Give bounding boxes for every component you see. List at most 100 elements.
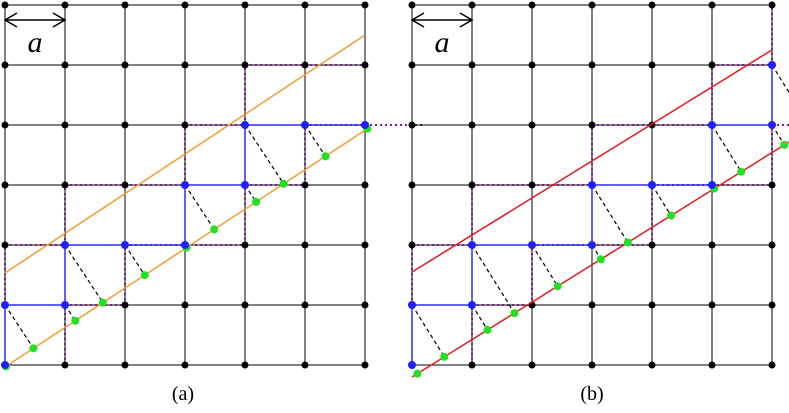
caption: (a)	[172, 383, 194, 405]
lattice-point	[468, 61, 476, 69]
lattice-point	[241, 61, 249, 69]
lattice-point	[708, 301, 716, 309]
cut-line	[4, 34, 366, 274]
lattice-point	[408, 121, 416, 129]
projected-point	[252, 197, 261, 206]
lattice-point	[121, 1, 129, 9]
staircase	[411, 65, 773, 365]
staircase-point	[468, 301, 476, 309]
lattice-point	[1, 1, 9, 9]
lattice-point	[648, 1, 656, 9]
staircase-point	[468, 241, 476, 249]
lattice-point	[121, 121, 129, 129]
staircase-point	[768, 121, 776, 129]
lattice-point	[588, 1, 596, 9]
lattice-point	[588, 361, 596, 369]
lattice-point	[301, 361, 309, 369]
lattice-point	[181, 61, 189, 69]
lattice-point	[648, 61, 656, 69]
lattice-point	[588, 301, 596, 309]
staircase-point	[61, 241, 69, 249]
staircase-point	[588, 181, 596, 189]
lattice-point	[241, 301, 249, 309]
projected-point	[667, 211, 676, 220]
lattice-point	[768, 181, 776, 189]
projected-point	[98, 298, 107, 307]
lattice-point	[61, 121, 69, 129]
lattice-point	[121, 361, 129, 369]
lattice-point	[121, 181, 129, 189]
lattice-point	[121, 301, 129, 309]
lattice-point	[768, 301, 776, 309]
lattice-point	[768, 1, 776, 9]
lattice-point	[361, 61, 369, 69]
staircase-point	[121, 241, 129, 249]
staircase-point	[588, 241, 596, 249]
lattice-point	[408, 61, 416, 69]
projected-point	[737, 167, 746, 176]
projected-point	[140, 271, 149, 280]
lattice-point	[708, 361, 716, 369]
projection	[711, 124, 742, 173]
lattice-point	[61, 181, 69, 189]
lattice-point	[468, 361, 476, 369]
lattice-point	[528, 121, 536, 129]
projected-point	[413, 369, 422, 378]
lattice-point	[361, 1, 369, 9]
projected-point	[510, 309, 519, 318]
caption: (b)	[580, 383, 603, 405]
lattice-point	[528, 181, 536, 189]
shapes	[1, 1, 789, 378]
lattice-point	[241, 361, 249, 369]
projected-point	[596, 255, 605, 264]
staircase-point	[648, 181, 656, 189]
staircase-point	[408, 361, 416, 369]
projection	[471, 244, 515, 314]
projection	[531, 244, 559, 287]
projected-point	[321, 152, 330, 161]
lattice-point	[181, 361, 189, 369]
lattice-point	[768, 241, 776, 249]
lattice-point	[361, 241, 369, 249]
lattice-point	[708, 61, 716, 69]
projected-point	[279, 179, 288, 188]
staircase-point	[528, 241, 536, 249]
lattice-point	[648, 241, 656, 249]
staircase-point	[301, 121, 309, 129]
lattice-point	[361, 361, 369, 369]
staircase-point	[708, 181, 716, 189]
lattice-point	[708, 1, 716, 9]
lattice-point	[648, 301, 656, 309]
projection	[304, 124, 327, 157]
lattice-point	[408, 181, 416, 189]
projected-point	[210, 225, 219, 234]
dotted-boundary	[471, 124, 789, 365]
projection	[64, 244, 104, 303]
staircase-point	[241, 181, 249, 189]
lattice-point	[301, 241, 309, 249]
dotted-boundary	[411, 5, 773, 305]
staircase-point	[408, 301, 416, 309]
lattice-point	[361, 301, 369, 309]
lattice-point	[588, 61, 596, 69]
lattice-point	[301, 61, 309, 69]
lattice-point	[588, 121, 596, 129]
staircase-point	[768, 61, 776, 69]
lattice-point	[1, 241, 9, 249]
lattice-point	[528, 61, 536, 69]
lattice-point	[241, 1, 249, 9]
projected-point	[623, 238, 632, 247]
lattice-point	[361, 181, 369, 189]
projected-point	[780, 140, 789, 149]
lattice-point	[301, 1, 309, 9]
projected-point	[29, 344, 38, 353]
lattice-point	[528, 1, 536, 9]
projection	[411, 304, 445, 358]
lattice-point	[301, 301, 309, 309]
lattice-point	[708, 241, 716, 249]
lattice-point	[301, 181, 309, 189]
projected-point	[553, 282, 562, 291]
staircase-point	[241, 121, 249, 129]
scale-label: a	[28, 26, 43, 59]
lattice-point	[468, 121, 476, 129]
